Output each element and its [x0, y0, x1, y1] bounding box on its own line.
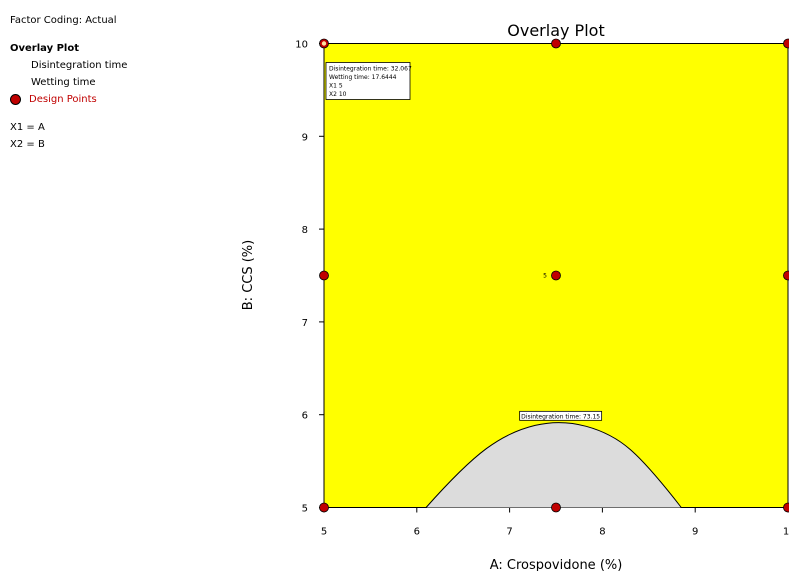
contour-label-text: Disintegration time: 73.15 — [521, 413, 600, 420]
design-point[interactable] — [551, 502, 561, 513]
x-tick-label: 9 — [692, 527, 698, 538]
x-axis: 5 6 7 8 9 1 — [321, 507, 789, 538]
flag-line-2: Wetting time: 17.6444 — [329, 74, 397, 81]
x-tick-label: 7 — [506, 527, 512, 538]
y-tick-label: 5 — [302, 504, 308, 515]
factor-x2-label: X2 = B — [10, 139, 45, 150]
design-point[interactable] — [551, 270, 561, 281]
flag-line-3: X1 5 — [329, 83, 343, 90]
contour-line-disintegration-time — [425, 422, 682, 508]
x-tick-label: 6 — [414, 527, 420, 538]
legend-item-wetting: Wetting time — [31, 77, 96, 88]
factor-x1-label: X1 = A — [10, 122, 45, 133]
x-tick-label: 5 — [321, 527, 327, 538]
design-point[interactable] — [319, 270, 329, 281]
y-tick-label: 9 — [302, 132, 308, 143]
legend-title: Overlay Plot — [10, 43, 80, 54]
design-points: 5 — [319, 38, 789, 513]
legend-item-design-points: Design Points — [10, 91, 127, 108]
design-points-label: Design Points — [29, 94, 97, 105]
design-point[interactable] — [783, 270, 789, 281]
legend-item-disintegration: Disintegration time — [31, 60, 128, 71]
x-tick-label: 8 — [599, 527, 605, 538]
factor-coding-label: Factor Coding: Actual — [10, 15, 117, 26]
design-point[interactable] — [551, 38, 561, 49]
design-point[interactable] — [319, 502, 329, 513]
legend-panel: Factor Coding: Actual Overlay Plot Disin… — [10, 12, 127, 153]
design-point-icon — [10, 94, 21, 105]
y-tick-label: 6 — [302, 411, 308, 422]
y-tick-label: 8 — [302, 225, 308, 236]
y-tick-label: 10 — [295, 40, 308, 51]
x-tick-label: 1 — [783, 527, 789, 538]
x-axis-title: A: Crospovidone (%) — [490, 558, 623, 571]
selected-point-marker — [321, 41, 327, 46]
design-point[interactable] — [783, 502, 789, 513]
flag-line-4: X2 10 — [329, 91, 347, 98]
y-tick-label: 7 — [302, 318, 308, 329]
design-point[interactable] — [783, 38, 789, 49]
y-axis-title: B: CCS (%) — [241, 240, 256, 310]
plot-title: Overlay Plot — [507, 21, 604, 40]
design-point-count: 5 — [543, 273, 547, 280]
flag-line-1: Disintegration time: 32.067 — [329, 66, 412, 73]
infeasible-region — [426, 422, 682, 508]
point-flag: Disintegration time: 32.067 Wetting time… — [325, 62, 412, 100]
contour-label: Disintegration time: 73.15 — [519, 410, 603, 421]
